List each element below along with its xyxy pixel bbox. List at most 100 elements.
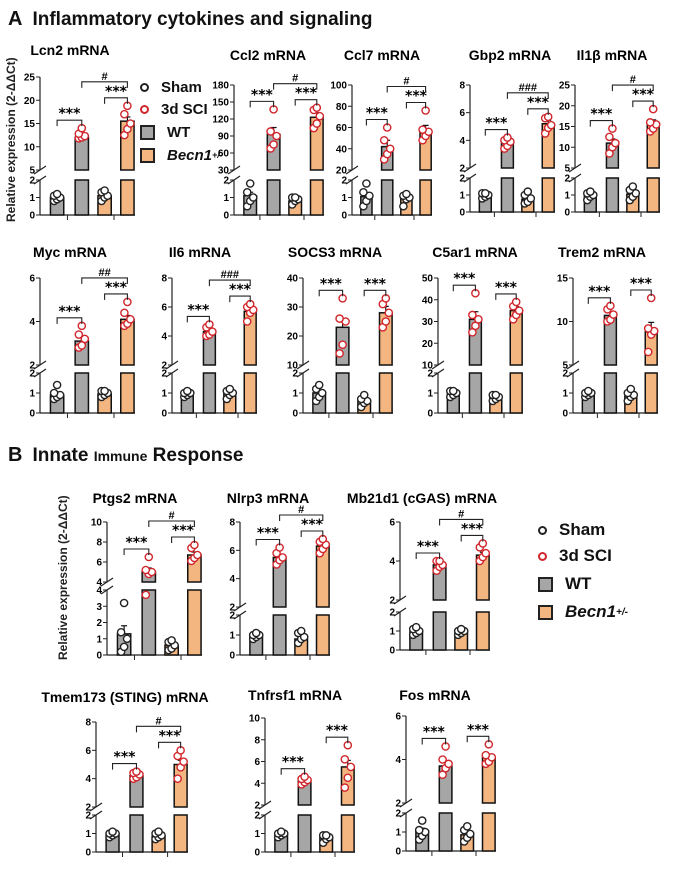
y-tick-label: 10 <box>287 361 299 372</box>
data-point-sci <box>340 783 350 792</box>
significance-bracket <box>452 284 476 292</box>
y-tick-label: 25 <box>559 81 571 92</box>
data-point-sci <box>80 334 90 344</box>
data-point-sci <box>338 340 347 350</box>
y-tick-label: 0 <box>29 409 35 420</box>
panel-b-heading-2: Immune <box>93 448 148 464</box>
data-point-sham <box>116 627 126 637</box>
y-tick-label: 6 <box>254 757 260 768</box>
star-significance-label: *** <box>461 521 484 537</box>
y-tick-label: 1 <box>389 627 395 638</box>
data-point-sham <box>448 386 458 396</box>
data-point-sci <box>481 548 491 558</box>
legend-item-wt: WT <box>538 569 628 599</box>
data-point-sci <box>481 750 491 760</box>
y-tick-label: 10 <box>24 142 36 153</box>
chart-title: Ccl2 mRNA <box>230 47 306 63</box>
y-tick-label: 2 <box>229 611 235 622</box>
data-point-sham <box>296 626 306 636</box>
y-tick-label: 15 <box>559 122 571 133</box>
y-tick-label: 6 <box>96 558 102 569</box>
bar-lower <box>500 177 515 213</box>
data-point-sham <box>100 186 109 195</box>
data-point-sham <box>465 829 475 839</box>
significance-bracket <box>405 101 427 109</box>
data-point-sham <box>402 189 411 199</box>
y-tick-label: 0 <box>223 211 229 222</box>
y-tick-label: 1 <box>292 389 298 400</box>
y-tick-label: 4 <box>229 574 235 585</box>
significance-bracket <box>386 85 427 93</box>
significance-bracket <box>104 97 128 104</box>
star-significance-label: *** <box>326 723 349 739</box>
data-point-sham <box>52 380 62 390</box>
y-tick-label: 1 <box>395 828 401 839</box>
bar-lower <box>378 372 393 414</box>
legend-label-becn1-sup: +/- <box>616 606 628 618</box>
y-tick-label: 4 <box>29 317 35 328</box>
chart-title: Trem2 mRNA <box>558 244 646 260</box>
bar-lower <box>432 611 447 651</box>
y-tick-label: 2 <box>254 811 260 822</box>
y-tick-label: 0 <box>395 847 401 858</box>
data-point-sci <box>645 118 655 127</box>
y-tick-label: 0 <box>459 208 465 219</box>
data-point-sham <box>119 642 129 652</box>
y-tick-label: 30 <box>287 303 299 314</box>
data-point-sham <box>317 388 327 398</box>
chart-title: Ptgs2 mRNA <box>93 490 178 506</box>
bar-lower <box>603 372 618 414</box>
panel-b-heading-3: Response <box>152 445 244 466</box>
bar-lower <box>243 372 257 414</box>
y-tick-label: 2 <box>427 369 433 380</box>
y-tick-label: 1 <box>562 389 568 400</box>
bar-lower <box>266 179 281 216</box>
data-point-sci <box>315 111 325 121</box>
y-tick-label: 25 <box>24 73 36 84</box>
y-tick-label: 15 <box>24 119 36 130</box>
y-tick-label: 60 <box>218 149 230 160</box>
star-significance-label: *** <box>125 535 148 551</box>
y-tick-label: 1 <box>96 634 102 645</box>
y-tick-label: 1 <box>459 191 465 202</box>
y-tick-label: 4 <box>85 774 91 785</box>
y-tick-label: 2 <box>29 369 35 380</box>
sham-marker-icon <box>538 525 547 535</box>
data-point-sham <box>359 390 369 400</box>
legend-label-sham: Sham <box>161 78 202 96</box>
bar-lower <box>468 372 483 414</box>
panel-a-letter: A <box>8 8 23 30</box>
data-point-sci <box>120 109 129 119</box>
y-tick-label: 1 <box>29 193 35 204</box>
significance-bracket <box>365 118 388 126</box>
y-tick-label: 0 <box>427 409 433 420</box>
data-point-sci <box>141 565 151 575</box>
legend-a: Sham 3d SCI WT Becn1 +/- <box>140 76 223 166</box>
significance-bracket <box>495 293 517 300</box>
data-point-sham <box>154 827 163 836</box>
significance-bracket <box>630 289 652 297</box>
data-point-sci <box>418 125 427 134</box>
y-tick-label: 2 <box>341 176 347 187</box>
significance-bracket <box>81 277 128 284</box>
legend-item-sci: 3d SCI <box>140 98 223 120</box>
data-point-sci <box>126 119 135 128</box>
y-tick-label: 20 <box>287 332 299 343</box>
sci-marker-icon <box>140 104 149 114</box>
y-tick-label: 0 <box>29 211 35 222</box>
bar-lower <box>187 589 202 656</box>
y-tick-label: 2 <box>562 369 568 380</box>
bar-lower <box>541 177 555 213</box>
star-significance-label: *** <box>467 722 490 738</box>
y-tick-label: 4 <box>161 332 167 343</box>
y-tick-label: 5 <box>564 164 570 175</box>
y-tick-label: 3 <box>96 602 102 613</box>
significance-bracket <box>325 736 349 744</box>
y-tick-label: 2 <box>96 618 102 629</box>
y-tick-label: 0 <box>562 409 568 420</box>
chart-title: Tnfrsf1 mRNA <box>248 687 342 703</box>
